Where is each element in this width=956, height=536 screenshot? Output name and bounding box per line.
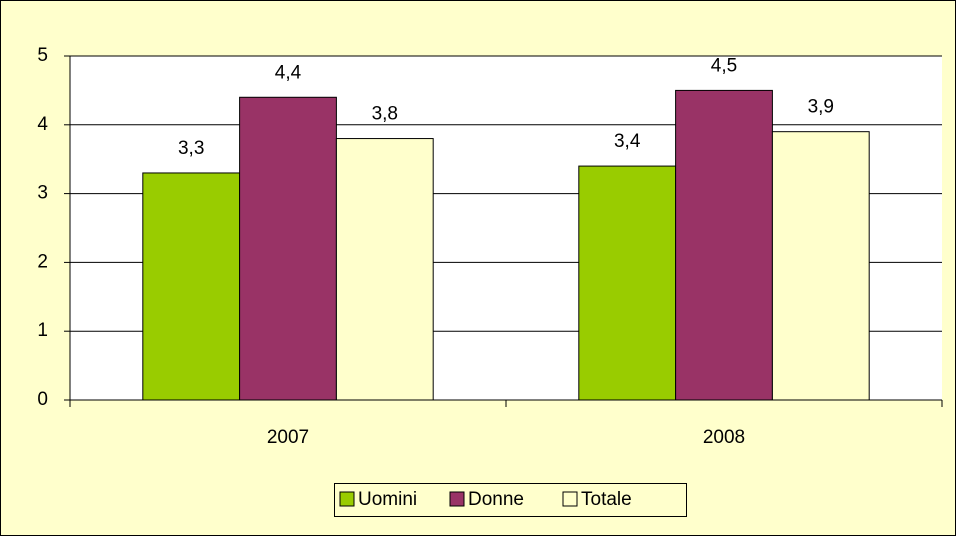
legend-swatch <box>449 491 465 507</box>
data-label: 4,5 <box>711 55 737 76</box>
data-label: 3,9 <box>808 97 834 118</box>
x-tick-label: 2008 <box>703 427 745 448</box>
y-tick-label: 0 <box>37 389 48 410</box>
y-tick-label: 1 <box>37 320 48 341</box>
legend-label: Totale <box>581 489 632 510</box>
legend-label: Donne <box>468 489 524 510</box>
bar <box>675 89 773 401</box>
bar <box>578 165 677 401</box>
y-tick-label: 3 <box>37 183 48 204</box>
y-tick-label: 5 <box>37 45 48 66</box>
legend <box>334 483 687 517</box>
legend-swatch <box>562 491 578 507</box>
bar <box>142 172 241 401</box>
legend-swatch <box>339 491 355 507</box>
legend-label: Uomini <box>358 489 417 510</box>
y-tick-label: 4 <box>37 114 48 135</box>
data-label: 4,4 <box>275 62 302 83</box>
data-label: 3,4 <box>614 131 641 152</box>
y-tick-label: 2 <box>37 251 48 272</box>
bar <box>239 96 337 401</box>
x-tick-label: 2007 <box>267 427 309 448</box>
data-label: 3,8 <box>372 104 398 125</box>
bar <box>335 138 434 401</box>
bar <box>771 131 870 401</box>
data-label: 3,3 <box>178 138 204 159</box>
